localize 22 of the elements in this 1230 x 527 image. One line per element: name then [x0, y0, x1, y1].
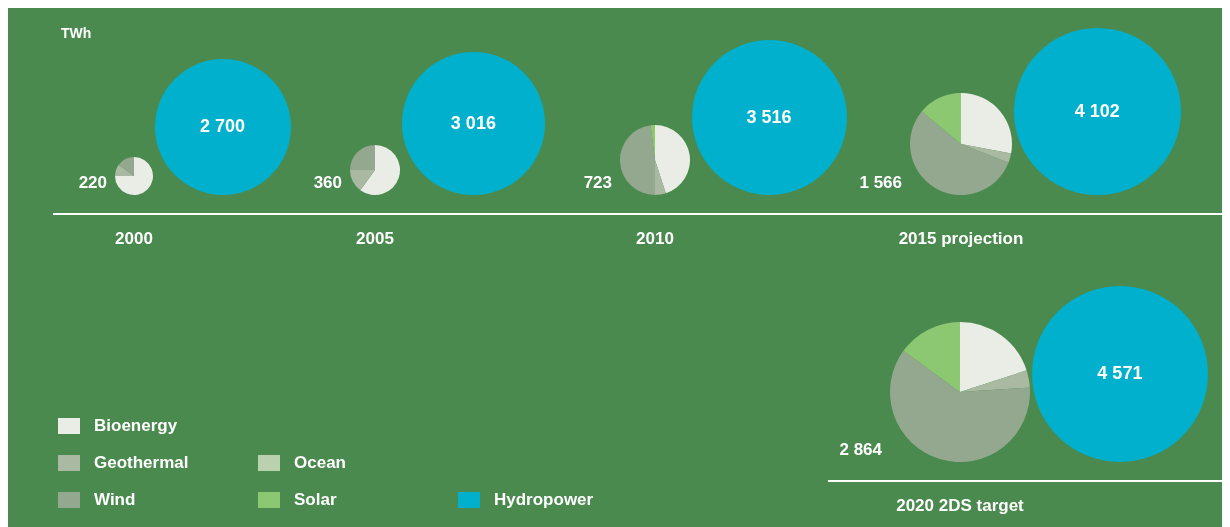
legend-label: Ocean: [294, 453, 346, 473]
legend-label: Wind: [94, 490, 136, 510]
text: 1 566: [858, 173, 902, 193]
text: 2015 projection: [897, 229, 1025, 249]
data-label: 2 700: [199, 116, 247, 138]
data-label: 3 516: [745, 106, 793, 128]
text: 360: [312, 173, 342, 193]
legend-label: Solar: [294, 490, 337, 510]
text: 2 864: [838, 440, 882, 460]
text: 2000: [114, 229, 154, 249]
data-label: 4 102: [1073, 100, 1121, 122]
data-label: 4 571: [1096, 363, 1144, 385]
text: 2005: [355, 229, 395, 249]
text: 2020 2DS target: [895, 496, 1025, 516]
text: 723: [582, 173, 612, 193]
text: TWh: [61, 25, 92, 41]
text: 220: [77, 173, 107, 193]
data-label: 3 016: [449, 112, 497, 134]
legend-label: Geothermal: [94, 453, 189, 473]
legend-label: Hydropower: [494, 490, 594, 510]
legend-label: Bioenergy: [94, 416, 178, 436]
text: 2010: [635, 229, 675, 249]
